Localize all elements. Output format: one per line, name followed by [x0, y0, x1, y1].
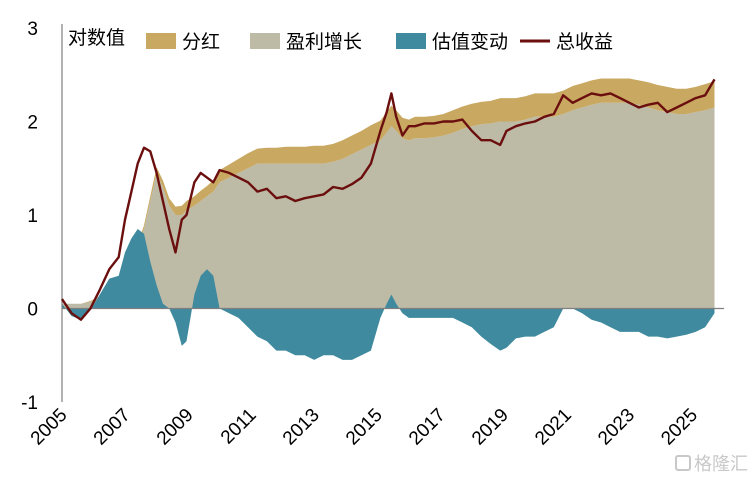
axes [61, 24, 724, 402]
stacked-areas [62, 78, 715, 360]
watermark-text: 格隆汇 [694, 454, 748, 475]
legend-swatch [396, 33, 426, 49]
total-return-line-group [61, 78, 716, 321]
x-tick-label: 2021 [531, 405, 576, 450]
legend-item: 总收益 [520, 31, 613, 53]
watermark: 格隆汇 [675, 450, 748, 476]
legend-label: 盈利增长 [286, 31, 362, 53]
legend-item: 估值变动 [396, 31, 508, 53]
legend: 分红 盈利增长 估值变动 总收益 [146, 31, 613, 53]
legend-label: 总收益 [556, 31, 613, 53]
y-tick-label: 2 [27, 113, 38, 134]
y-axis-label: 对数值 [68, 27, 125, 49]
x-tick-label: 2007 [90, 405, 135, 450]
x-tick-label: 2011 [217, 405, 261, 449]
watermark-logo-icon [675, 455, 691, 471]
dividend-area [62, 78, 715, 304]
x-tick-label: 2015 [342, 405, 387, 450]
total-return-line [61, 78, 716, 321]
x-tick-label: 2025 [657, 405, 702, 450]
x-tick-label: 2017 [405, 405, 450, 450]
y-tick-label: 3 [27, 19, 38, 40]
x-tick-label: 2023 [594, 405, 639, 450]
x-tick-labels: 2005 2007 2009 2011 2013 2015 2017 2019 2021 2023… [27, 405, 702, 450]
legend-label: 估值变动 [432, 31, 508, 53]
valuation-change-area [62, 229, 715, 360]
y-tick-label: -1 [21, 393, 38, 414]
earnings-growth-area [62, 102, 715, 309]
y-tick-label: 1 [27, 206, 38, 227]
legend-swatch [250, 33, 280, 49]
legend-item: 分红 [146, 31, 220, 53]
legend-label: 分红 [182, 31, 220, 53]
x-tick-label: 2009 [153, 405, 198, 450]
x-tick-label: 2019 [468, 405, 513, 450]
y-tick-label: 0 [27, 300, 38, 321]
y-tick-labels: 3 2 1 0 -1 [21, 19, 38, 414]
x-tick-label: 2013 [279, 405, 324, 450]
legend-item: 盈利增长 [250, 31, 362, 53]
legend-swatch [146, 33, 176, 49]
